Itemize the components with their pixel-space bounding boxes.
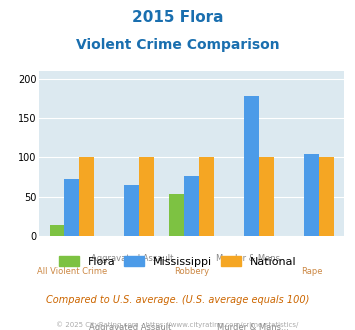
Bar (65, 179, 80, 236)
Text: © 2025 CityRating.com - https://www.cityrating.com/crime-statistics/: © 2025 CityRating.com - https://www.city… (56, 322, 299, 328)
Text: Rape: Rape (301, 267, 322, 276)
Bar (124, 185, 139, 236)
Text: 2015 Flora: 2015 Flora (132, 10, 223, 25)
Text: Robbery: Robbery (174, 267, 209, 276)
Bar (184, 176, 199, 236)
Bar (139, 157, 154, 236)
Legend: Flora, Mississippi, National: Flora, Mississippi, National (54, 252, 301, 272)
Bar (319, 157, 334, 236)
Text: All Violent Crime: All Violent Crime (37, 267, 107, 276)
Text: Aggravated Assault: Aggravated Assault (89, 323, 172, 330)
Bar (259, 157, 274, 236)
Text: Compared to U.S. average. (U.S. average equals 100): Compared to U.S. average. (U.S. average … (46, 295, 309, 305)
Bar (80, 157, 94, 236)
Bar (199, 157, 214, 236)
Text: Murder & Mans...: Murder & Mans... (217, 323, 289, 330)
Bar (169, 193, 184, 236)
Bar (50, 225, 65, 236)
Bar (304, 154, 319, 236)
Text: Violent Crime Comparison: Violent Crime Comparison (76, 38, 279, 52)
Text: Murder & Mans...: Murder & Mans... (215, 254, 288, 263)
Text: Aggravated Assault: Aggravated Assault (91, 254, 173, 263)
Bar (244, 96, 259, 236)
